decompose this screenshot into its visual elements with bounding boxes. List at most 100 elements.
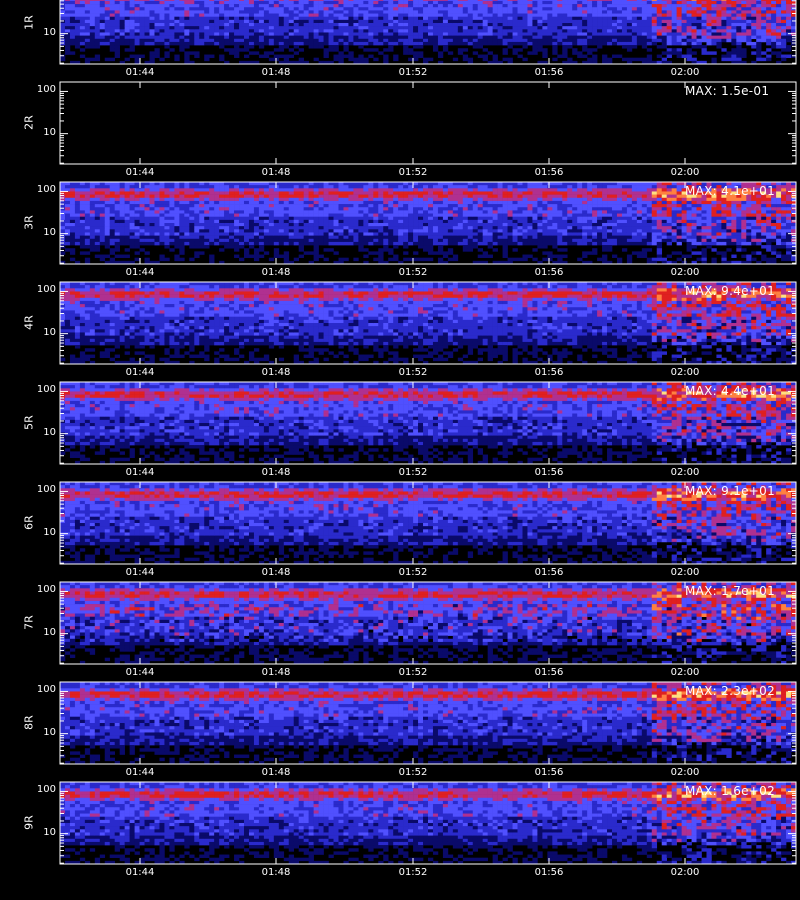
x-tick-label: 02:00	[660, 467, 710, 478]
y-tick-label: 100	[30, 784, 56, 795]
x-tick-label: 01:56	[524, 67, 574, 78]
y-tick-label: 100	[30, 284, 56, 295]
max-value-label: MAX: 1.5e-01	[685, 84, 769, 98]
spectrogram-panel: 100 10 01:44 01:48 01:52 01:56 02:00 4R MAX: 9.4…	[0, 281, 800, 382]
plot-frame	[59, 581, 797, 665]
spectrogram-plot	[59, 681, 797, 765]
x-tick-label: 01:44	[115, 467, 165, 478]
y-tick-label: 100	[30, 484, 56, 495]
max-value-label: MAX: 9.1e+01	[685, 484, 775, 498]
spectrogram-panel: 100 10 01:44 01:48 01:52 01:56 02:00 7R MAX: 1.7…	[0, 581, 800, 682]
heatmap-cells	[60, 682, 797, 765]
x-tick-label: 01:52	[388, 667, 438, 678]
x-tick-label: 01:56	[524, 167, 574, 178]
y-tick-label: 10	[30, 227, 56, 238]
plot-frame	[59, 481, 797, 565]
heatmap-cells	[60, 382, 797, 465]
x-tick-label: 01:48	[251, 767, 301, 778]
spectrogram-plot	[59, 781, 797, 865]
max-value-label: MAX: 4.4e+01	[685, 384, 775, 398]
spectrogram-panel: 100 10 01:44 01:48 01:52 01:56 02:00 3R MAX: 4.1…	[0, 181, 800, 282]
axis-ticks	[60, 582, 796, 664]
y-tick-label: 100	[30, 684, 56, 695]
plot-frame	[59, 781, 797, 865]
axis-ticks	[60, 782, 796, 864]
max-value-label: MAX: 1.7e+01	[685, 584, 775, 598]
axis-ticks	[60, 382, 796, 464]
row-label: 7R	[23, 608, 36, 638]
heatmap-cells	[60, 182, 797, 265]
row-label: 5R	[23, 408, 36, 438]
x-tick-label: 02:00	[660, 867, 710, 878]
axis-ticks	[60, 182, 796, 264]
spectrogram-plot	[59, 481, 797, 565]
x-tick-label: 02:00	[660, 567, 710, 578]
y-tick-label: 10	[30, 527, 56, 538]
spectrogram-plot	[59, 81, 797, 165]
row-label: 4R	[23, 308, 36, 338]
spectrogram-panel: 100 10 01:44 01:48 01:52 01:56 02:00 6R MAX: 9.1…	[0, 481, 800, 582]
x-tick-label: 02:00	[660, 267, 710, 278]
x-tick-label: 01:48	[251, 667, 301, 678]
spectrogram-plot	[59, 281, 797, 365]
x-tick-label: 01:44	[115, 67, 165, 78]
x-tick-label: 01:56	[524, 467, 574, 478]
heatmap-cells	[60, 782, 797, 865]
max-value-label: MAX: 1.6e+02	[685, 784, 775, 798]
x-tick-label: 01:48	[251, 167, 301, 178]
max-value-label: MAX: 4.1e+01	[685, 184, 775, 198]
spectrogram-panel: 100 10 01:44 01:48 01:52 01:56 02:00 2R MAX: 1.5…	[0, 81, 800, 182]
x-tick-label: 01:52	[388, 467, 438, 478]
x-tick-label: 01:52	[388, 367, 438, 378]
x-tick-label: 02:00	[660, 367, 710, 378]
max-value-label: MAX: 2.3e+02	[685, 684, 775, 698]
x-tick-label: 01:56	[524, 267, 574, 278]
x-tick-label: 01:56	[524, 367, 574, 378]
axis-ticks	[60, 682, 796, 764]
y-tick-label: 10	[30, 727, 56, 738]
x-tick-label: 01:52	[388, 767, 438, 778]
plot-frame	[59, 0, 797, 65]
y-tick-label: 10	[30, 127, 56, 138]
y-tick-label: 100	[30, 584, 56, 595]
plot-frame	[59, 281, 797, 365]
x-tick-label: 01:56	[524, 667, 574, 678]
max-value-label: MAX: 9.4e+01	[685, 284, 775, 298]
x-tick-label: 01:56	[524, 767, 574, 778]
x-tick-label: 01:52	[388, 267, 438, 278]
x-tick-label: 01:48	[251, 367, 301, 378]
axis-ticks	[60, 82, 796, 164]
y-tick-label: 100	[30, 184, 56, 195]
spectrogram-panel: 100 10 01:44 01:48 01:52 01:56 02:00 5R MAX: 4.4…	[0, 381, 800, 482]
x-tick-label: 01:44	[115, 667, 165, 678]
plot-frame	[59, 81, 797, 165]
spectrogram-plot	[59, 0, 797, 65]
x-tick-label: 01:52	[388, 867, 438, 878]
y-tick-label: 10	[30, 327, 56, 338]
axis-ticks	[60, 482, 796, 564]
row-label: 6R	[23, 508, 36, 538]
x-tick-label: 01:44	[115, 167, 165, 178]
x-tick-label: 02:00	[660, 667, 710, 678]
x-tick-label: 01:52	[388, 167, 438, 178]
x-tick-label: 01:48	[251, 867, 301, 878]
x-tick-label: 02:00	[660, 767, 710, 778]
x-tick-label: 02:00	[660, 167, 710, 178]
y-tick-label: 10	[30, 27, 56, 38]
heatmap-cells	[60, 0, 797, 65]
row-label: 1R	[23, 8, 36, 38]
x-tick-label: 01:44	[115, 567, 165, 578]
x-tick-label: 01:44	[115, 867, 165, 878]
x-tick-label: 01:56	[524, 567, 574, 578]
spectrogram-panel: 100 10 01:44 01:48 01:52 01:56 02:00 8R MAX: 2.3…	[0, 681, 800, 782]
x-tick-label: 01:44	[115, 767, 165, 778]
x-tick-label: 01:52	[388, 567, 438, 578]
plot-frame	[59, 681, 797, 765]
row-label: 2R	[23, 108, 36, 138]
spectrogram-plot	[59, 581, 797, 665]
spectrogram-panel: 100 10 01:44 01:48 01:52 01:56 02:00 9R MAX: 1.6…	[0, 781, 800, 882]
row-label: 8R	[23, 708, 36, 738]
row-label: 3R	[23, 208, 36, 238]
